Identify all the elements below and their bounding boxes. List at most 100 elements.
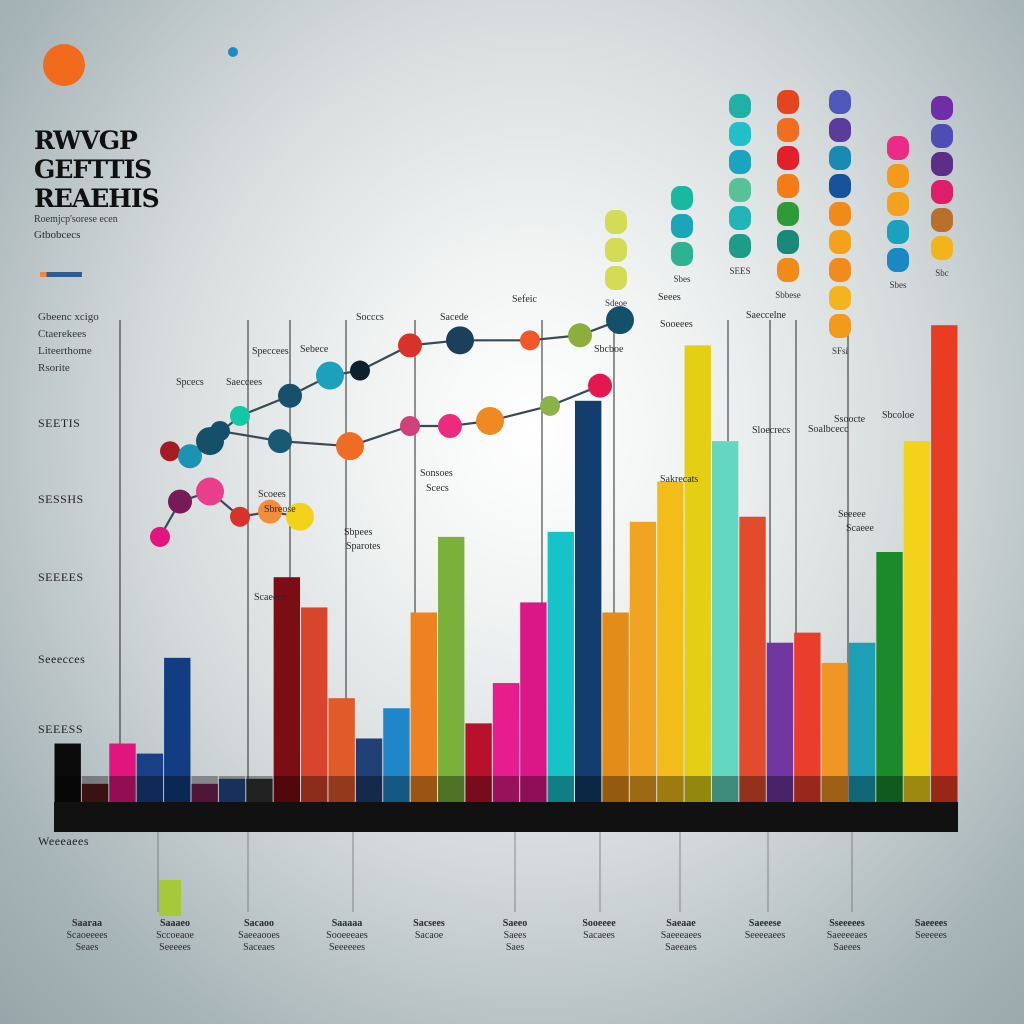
- bottom-label-line: Saeeo: [502, 918, 528, 929]
- chart-title-block: RWVGP GEFTTIS REAEHIS Roemjcp'sorese ece…: [34, 126, 184, 241]
- column-label: SFsi: [832, 346, 849, 356]
- bar-shade: [328, 776, 355, 804]
- x-axis-band: [54, 802, 958, 832]
- data-point: [150, 526, 170, 547]
- bar-shade: [876, 776, 903, 804]
- bar-shade: [574, 776, 602, 804]
- bar: [355, 738, 383, 804]
- bottom-label-line: Scaoeeees: [66, 930, 108, 941]
- column-segment: [605, 238, 627, 262]
- side-note: Rsorite: [38, 362, 70, 374]
- y-tick-label: SESSHS: [38, 492, 84, 506]
- accent-dot: [43, 44, 85, 86]
- annotation: Saeccees: [226, 377, 262, 388]
- column-segment: [887, 164, 909, 188]
- annotation: Sloecrecs: [752, 425, 790, 436]
- data-point: [588, 373, 612, 398]
- bottom-label: Sacaoo Saeeaooes Saceaes: [216, 918, 302, 954]
- bar-shade: [629, 776, 657, 804]
- bottom-label: Sooeeee Sacaees: [556, 918, 642, 942]
- lime-swatch: [159, 880, 181, 916]
- bar: [246, 778, 273, 804]
- column-segment: [729, 122, 751, 146]
- bottom-label-line: Saeeees: [914, 918, 948, 929]
- bar: [383, 708, 410, 804]
- annotation: Seeeee: [838, 509, 866, 520]
- column-segment: [729, 178, 751, 202]
- column-segment: [729, 206, 751, 230]
- bar-shade: [164, 776, 191, 804]
- bottom-label-line: Sooeeee: [582, 918, 616, 929]
- column-segment: [829, 202, 851, 226]
- data-point: [278, 383, 302, 408]
- bar: [657, 481, 684, 804]
- title-caption: Gtbobcecs: [34, 229, 81, 241]
- annotation: Scaeeen: [254, 592, 287, 603]
- bar: [54, 743, 81, 804]
- bar-shade: [301, 776, 328, 804]
- bottom-label-line: Saeeeaees: [660, 930, 702, 941]
- y-tick-label: SEETIS: [38, 416, 81, 430]
- bar: [164, 657, 191, 804]
- bar: [301, 607, 328, 804]
- bottom-label: Saaaeo Sccoeaoe Seeeees: [132, 918, 218, 954]
- column-label: Sdeoe: [605, 298, 627, 308]
- bar-shade: [81, 776, 109, 804]
- annotation: Sacede: [440, 312, 469, 323]
- bar-shade: [520, 776, 547, 804]
- annotation: Seees: [658, 292, 681, 303]
- annotation: Sbcboe: [594, 344, 624, 355]
- bar-shade: [109, 776, 136, 804]
- bottom-label: Saaraa Scaoeeees Seaes: [44, 918, 130, 954]
- column-segment: [605, 210, 627, 234]
- column-segment: [777, 146, 799, 170]
- data-point: [336, 432, 364, 461]
- bottom-label: Sseeeees Saeeeeaes Saeees: [804, 918, 890, 954]
- title-line-1: RWVGP: [34, 126, 138, 155]
- column-segment: [729, 150, 751, 174]
- column-segment: [729, 234, 751, 258]
- bar-shade: [821, 776, 848, 804]
- side-note: Liteerthome: [38, 345, 92, 357]
- bar: [273, 577, 301, 804]
- bottom-label: Saaaaa Sooeeeaes Seeeeees: [304, 918, 390, 954]
- bar: [903, 441, 931, 804]
- column-segment: [829, 286, 851, 310]
- bottom-label-line: Sacaoo: [244, 918, 274, 929]
- annotation: Ssoocte: [834, 414, 866, 425]
- data-point: [210, 421, 230, 442]
- bottom-label-line: Sseeeees: [829, 918, 865, 929]
- bar: [328, 698, 355, 804]
- data-point: [258, 499, 282, 524]
- column-label: Sbc: [935, 268, 949, 278]
- column-label: Sbes: [673, 274, 691, 284]
- data-point: [168, 489, 192, 514]
- bar: [136, 753, 164, 804]
- column-segment: [605, 266, 627, 290]
- bar: [602, 612, 629, 804]
- column-segment: [887, 192, 909, 216]
- bottom-label-line: Seeeeaees: [744, 930, 786, 941]
- title-line-2: GEFTTIS: [34, 155, 152, 184]
- bar: [766, 642, 794, 804]
- data-point: [476, 406, 504, 435]
- bar-shade: [547, 776, 574, 804]
- bar-shade: [355, 776, 383, 804]
- bar-shade: [191, 776, 218, 804]
- bottom-label-line: Saeeaes: [665, 942, 697, 953]
- bottom-label-line: Saaraa: [72, 918, 102, 929]
- bottom-label: Saeeo Saees Saes: [472, 918, 558, 954]
- data-point: [230, 405, 250, 426]
- bottom-label-line: Saaaaa: [331, 918, 363, 929]
- data-point: [446, 326, 474, 355]
- data-point: [540, 395, 560, 416]
- column-label: Sbbese: [775, 290, 801, 300]
- bottom-label: Saeaae Saeeeaees Saeeaes: [638, 918, 724, 954]
- bar-shade: [903, 776, 931, 804]
- data-point: [230, 506, 250, 527]
- bottom-label-line: Seeeees: [915, 930, 947, 941]
- bar: [492, 683, 520, 804]
- bar-shade: [739, 776, 766, 804]
- data-point: [438, 414, 462, 438]
